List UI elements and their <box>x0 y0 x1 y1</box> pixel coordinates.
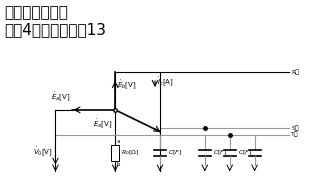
Text: $R_0[\Omega]$: $R_0[\Omega]$ <box>121 149 140 158</box>
Text: 令和4年下期・問題13: 令和4年下期・問題13 <box>5 22 107 37</box>
Text: $\dot{E}_a$[V]: $\dot{E}_a$[V] <box>51 91 70 104</box>
FancyBboxPatch shape <box>111 145 119 161</box>
Text: $C[F]$: $C[F]$ <box>213 149 227 157</box>
Text: $C[F]$: $C[F]$ <box>168 149 182 157</box>
Text: S相: S相 <box>292 125 299 130</box>
Text: T相: T相 <box>292 132 299 138</box>
Text: a: a <box>116 139 120 144</box>
Text: 電験三種・法規: 電験三種・法規 <box>5 5 68 20</box>
Text: b: b <box>116 162 120 167</box>
Text: $\dot{I}_c$[A]: $\dot{I}_c$[A] <box>157 75 174 89</box>
Text: $\dot{E}_b$[V]: $\dot{E}_b$[V] <box>117 79 137 92</box>
Text: $\dot{V}_0$[V]: $\dot{V}_0$[V] <box>33 146 52 159</box>
Text: $C[F]$: $C[F]$ <box>238 149 252 157</box>
Text: R相: R相 <box>292 69 300 75</box>
Text: $\dot{E}_a$[V]: $\dot{E}_a$[V] <box>93 118 113 131</box>
